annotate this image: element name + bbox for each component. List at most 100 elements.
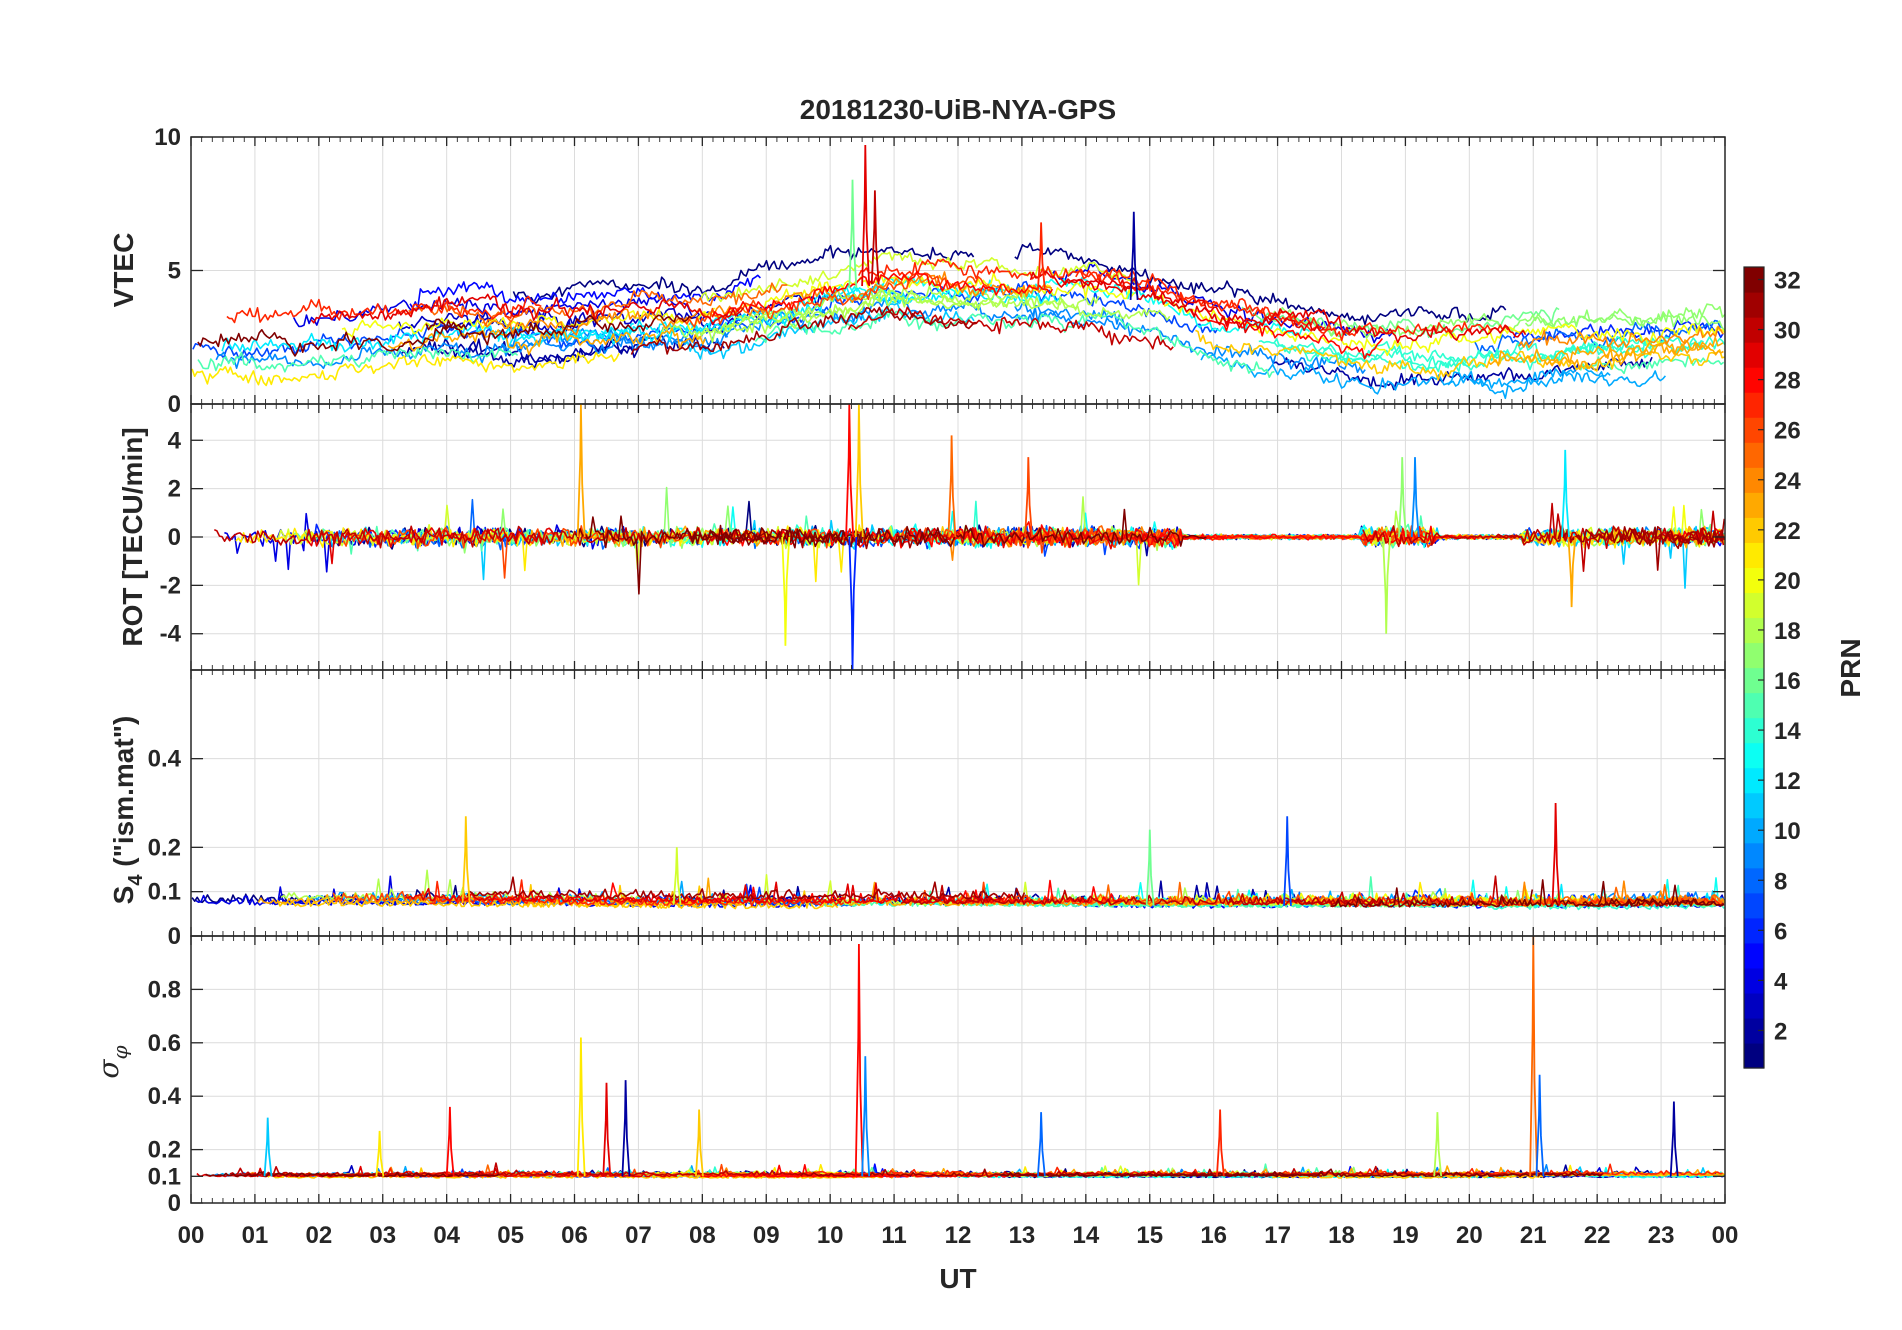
colorbar-cell [1744,917,1764,944]
colorbar-cell [1744,617,1764,644]
sigma-phi-peak [1216,1109,1225,1177]
s4-ticks: 0 0.1 0.2 0.4 [148,670,1726,950]
x-tick-label: 08 [689,1222,716,1249]
vtec-series-prn-32 [197,319,468,357]
vtec-series-prn-29 [310,293,745,326]
vtec-series-prn-15 [754,307,1275,379]
rot-peak [1398,457,1407,538]
colorbar-tick-label: 6 [1774,918,1787,945]
colorbar-cell [1744,267,1764,293]
colorbar-tick-label: 2 [1774,1018,1787,1045]
colorbar-tick-label: 20 [1774,568,1801,595]
rot-series-prn-32 [574,515,860,595]
rot-ytick-label: 4 [168,427,182,454]
x-tick-label: 18 [1328,1222,1355,1249]
s4-grid [191,670,1725,936]
s4-series-prn-32 [1330,887,1534,908]
vtec-series-prn-11 [684,302,975,360]
s4-ylabel: S4 ("ism.mat") [108,716,147,905]
sigma-phi-ytick-label: 0.2 [148,1137,181,1164]
panel-sigma-phi: 00.10.2 0.4 0.6 0.8 σφ [92,935,1726,1217]
colorbar-tick-label: 8 [1774,868,1787,895]
colorbar-cell [1744,967,1764,994]
vtec-ticks: 0 5 10 [154,124,1726,418]
x-tick-label: 01 [242,1222,269,1249]
colorbar-cell [1744,717,1764,744]
s4-ylabel-sub: 4 [125,874,147,886]
rot-series-prn-30 [213,525,768,549]
s4-series-prn-22 [276,884,710,909]
x-tick-label: 14 [1072,1222,1099,1249]
vtec-series-prn-30 [847,306,1174,351]
vtec-ylabel: VTEC [108,233,139,308]
vtec-series-prn-31 [630,305,977,355]
chart-title: 20181230-UiB-NYA-GPS [800,94,1116,125]
s4-peak [1551,802,1561,906]
rot-ticks: -4 -2 0 2 4 [160,404,1726,670]
sigma-phi-ytick-label: 0 [168,1190,181,1217]
colorbar-cell [1744,817,1764,844]
rot-series [213,404,1725,670]
vtec-series-prn-17 [1271,306,1725,339]
colorbar-cell [1744,467,1764,493]
x-tick-label: 19 [1392,1222,1419,1249]
colorbar-tick-label: 22 [1774,518,1801,545]
vtec-peak [870,190,880,285]
colorbar-cell [1744,667,1764,694]
colorbar-cell [1744,492,1764,518]
vtec-peak [861,144,871,287]
s4-peak [1145,829,1155,906]
colorbar-cells [1744,267,1764,1069]
x-tick-label: 02 [305,1222,332,1249]
colorbar-cell [1744,1042,1764,1069]
vtec-series-prn-28 [711,270,1054,320]
vtec-peak [1037,222,1046,291]
panel-s4: 0 0.1 0.2 0.4 S4 ("ism.mat") [108,669,1726,950]
sigma-phi-ytick-label: 0.1 [148,1163,181,1190]
colorbar-tick-label: 24 [1774,468,1801,495]
rot-ylabel: ROT [TECU/min] [117,427,148,646]
sigma-phi-axes-box [190,935,1726,1204]
colorbar-cell [1744,542,1764,568]
s4-peak [672,847,682,905]
colorbar-cell [1744,742,1764,769]
colorbar-cell [1744,842,1764,869]
sigma-phi-series [196,936,1725,1179]
sigma-phi-peak [602,1082,612,1177]
vtec-series-prn-28 [1189,309,1384,360]
vtec-series-prn-25 [408,282,788,327]
colorbar-cell [1744,417,1764,443]
x-tick-label: 13 [1009,1222,1036,1249]
vtec-peak [1129,211,1139,300]
x-tick-label: 23 [1648,1222,1675,1249]
panel-vtec: 0 5 10 VTEC [108,124,1726,418]
rot-peak [848,536,858,670]
vtec-series-prn-26 [681,272,994,328]
rot-ytick-label: 0 [168,524,181,551]
s4-peak [1283,816,1292,906]
x-tick-label: 05 [497,1222,524,1249]
rot-peak [1410,457,1420,538]
x-tick-label: 17 [1264,1222,1291,1249]
colorbar-cell [1744,1017,1764,1044]
x-tick-label: 12 [945,1222,972,1249]
colorbar-tick-label: 30 [1774,318,1801,345]
colorbar-cell [1744,642,1764,669]
x-tick-label: 03 [369,1222,396,1249]
rot-ytick-label: -2 [160,572,181,599]
x-tick-label: 09 [753,1222,780,1249]
vtec-series-prn-2 [400,340,641,370]
vtec-series-prn-1 [1014,242,1507,326]
colorbar-tick-label: 16 [1774,668,1801,695]
colorbar-cell [1744,292,1764,318]
x-tick-label: 16 [1200,1222,1227,1249]
vtec-series-prn-18 [696,285,1171,336]
rot-peak [947,435,957,538]
panel-rot: -4 -2 0 2 4 ROT [TECU/min] [117,403,1726,671]
colorbar-tick-label: 26 [1774,418,1801,445]
colorbar-cell [1744,567,1764,594]
vtec-series-prn-21 [191,351,620,387]
vtec-series-prn-27 [857,258,1337,335]
